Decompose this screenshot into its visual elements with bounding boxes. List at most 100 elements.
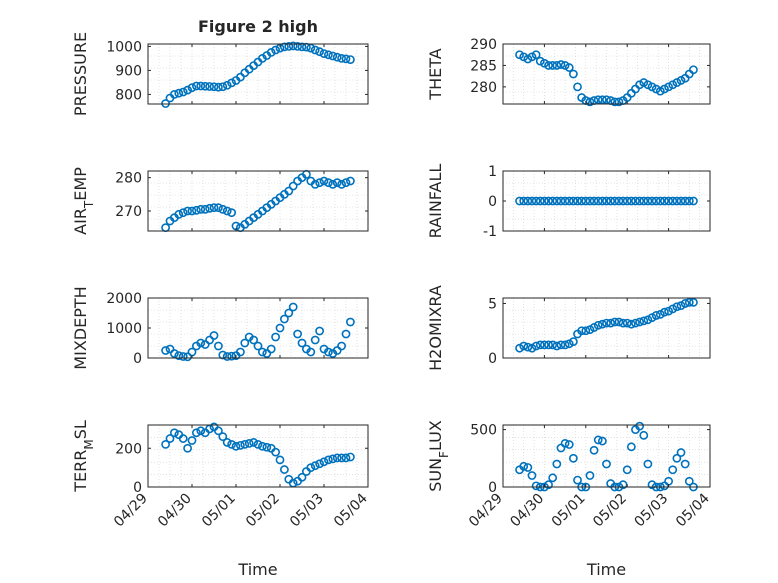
data-point — [191, 205, 201, 215]
data-point — [266, 344, 276, 354]
data-point — [209, 203, 219, 213]
data-point — [560, 196, 570, 206]
axes-frame — [502, 424, 711, 488]
y-tick-label: -1 — [483, 224, 497, 240]
data-point — [564, 440, 574, 449]
data-point — [293, 329, 302, 339]
data-point — [310, 179, 320, 189]
data-point — [222, 352, 232, 361]
data-point — [593, 95, 603, 105]
data-point — [174, 209, 184, 219]
data-point — [196, 204, 206, 214]
data-point — [515, 196, 524, 206]
y-tick-label: 0 — [488, 351, 497, 367]
data-point — [664, 196, 673, 206]
data-point — [577, 196, 587, 206]
data-point — [564, 63, 574, 72]
data-point — [165, 344, 175, 354]
data-point — [680, 196, 690, 206]
subplot-7: 0 200 04/29 04/30 05/01 05/02 05/03 05/04 Time TE… — [71, 420, 371, 579]
data-point — [337, 179, 346, 189]
data-point — [610, 317, 620, 327]
y-tick-label: 0 — [133, 480, 142, 496]
data-point — [310, 335, 320, 345]
data-point — [527, 196, 537, 206]
data-point — [218, 204, 228, 214]
data-point — [548, 473, 558, 483]
data-point — [585, 471, 595, 480]
data-point — [323, 455, 333, 465]
data-point — [552, 61, 562, 70]
y-axis-label: TERRMSL — [71, 420, 96, 493]
data-point — [597, 436, 607, 446]
data-point — [689, 196, 698, 206]
data-point — [560, 438, 570, 448]
data-point — [593, 196, 603, 206]
data-point — [660, 307, 669, 317]
axes-frame — [502, 43, 711, 105]
data-point — [540, 340, 549, 350]
data-point — [169, 349, 179, 358]
data-point — [593, 320, 603, 330]
data-point — [689, 297, 698, 307]
data-point — [589, 196, 599, 206]
data-point — [200, 204, 210, 214]
data-point — [213, 82, 223, 92]
data-point — [205, 82, 214, 91]
data-point — [610, 196, 620, 206]
data-point — [639, 430, 649, 440]
data-point — [178, 87, 188, 97]
data-point — [293, 42, 302, 51]
data-point — [341, 329, 351, 339]
data-point — [651, 311, 661, 320]
data-point — [602, 318, 611, 328]
data-point — [544, 196, 553, 206]
data-point — [531, 341, 541, 351]
y-tick-label: 290 — [470, 37, 497, 53]
data-point — [548, 340, 558, 350]
data-point — [560, 340, 570, 350]
data-point — [680, 459, 690, 469]
data-point — [169, 90, 179, 99]
y-tick-label: 0 — [488, 194, 497, 210]
data-point — [639, 316, 649, 326]
y-tick-label: 1000 — [106, 39, 142, 55]
data-point — [523, 463, 533, 472]
data-point — [196, 426, 206, 436]
data-point — [631, 318, 640, 328]
data-point — [271, 332, 280, 342]
y-axis-label: RAINFALL — [426, 164, 445, 239]
data-point — [235, 347, 245, 357]
data-point — [585, 97, 595, 107]
data-point — [684, 297, 694, 307]
data-point — [668, 196, 678, 206]
subplot-6: 0 5 H2OMIXRA — [426, 285, 711, 371]
data-point — [523, 342, 533, 352]
x-tick-label: 05/03 — [632, 491, 672, 531]
data-point — [668, 465, 678, 475]
data-point — [310, 461, 320, 471]
data-point — [244, 439, 254, 448]
data-point — [306, 347, 316, 357]
data-point — [345, 176, 355, 186]
y-tick-label: 1000 — [106, 321, 142, 337]
data-point — [209, 331, 219, 340]
data-point — [519, 196, 529, 206]
axes-frame — [147, 43, 369, 105]
x-tick-label: 05/01 — [199, 491, 239, 531]
subplot-4: -1 0 1 RAINFALL — [426, 164, 711, 240]
data-point — [187, 206, 197, 216]
subplot-5: 0 1000 2000 MIXDEPTH — [71, 286, 369, 370]
data-point — [684, 476, 694, 486]
data-point — [341, 178, 351, 188]
data-point — [647, 196, 657, 206]
data-point — [606, 318, 616, 328]
data-point — [337, 54, 346, 63]
x-tick-label: 05/01 — [549, 491, 589, 531]
y-tick-label: 200 — [115, 441, 142, 457]
data-point — [618, 480, 628, 490]
data-point — [622, 318, 632, 328]
data-point — [626, 196, 636, 206]
data-point — [676, 448, 686, 457]
data-point — [672, 302, 682, 312]
